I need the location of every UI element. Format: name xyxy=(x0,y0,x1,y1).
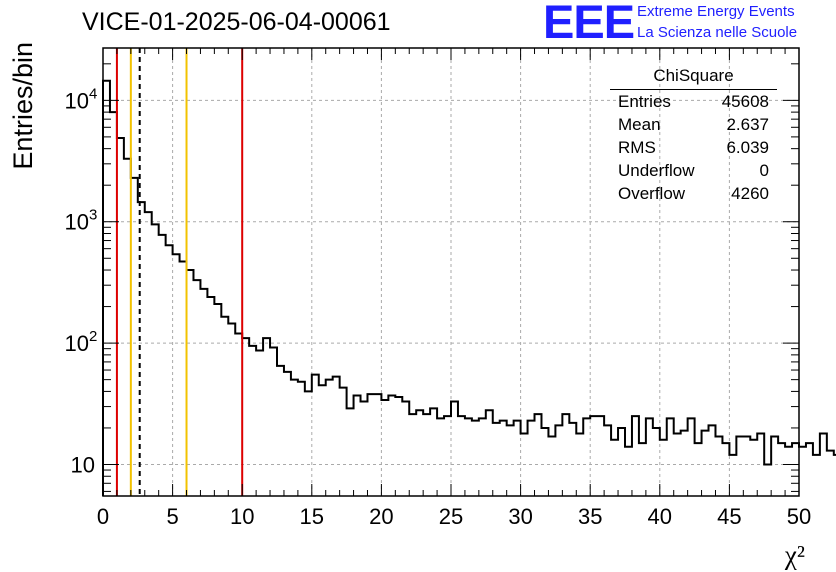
stats-label: Mean xyxy=(618,115,661,134)
stats-row-entries: Entries 45608 xyxy=(610,90,777,113)
y-tick-label: 10 xyxy=(71,452,95,477)
x-tick-label: 40 xyxy=(648,504,672,529)
x-axis-label: χ² xyxy=(784,540,805,570)
logo-subtitle-1: Extreme Energy Events xyxy=(637,3,795,20)
stats-label: Underflow xyxy=(618,161,695,180)
stats-row-overflow: Overflow 4260 xyxy=(610,182,777,205)
stats-value: 4260 xyxy=(731,184,769,203)
y-tick-label: 10 xyxy=(65,210,89,235)
stats-row-underflow: Underflow 0 xyxy=(610,159,777,182)
stats-label: Entries xyxy=(618,92,671,111)
stats-title: ChiSquare xyxy=(610,66,777,90)
x-tick-label: 10 xyxy=(230,504,254,529)
x-tick-label: 45 xyxy=(717,504,741,529)
eee-logo: EEE xyxy=(543,0,635,48)
y-tick-exponent: 4 xyxy=(89,85,97,102)
chart-title: VICE-01-2025-06-04-00061 xyxy=(82,8,391,36)
y-tick-exponent: 2 xyxy=(89,328,97,345)
stats-value: 45608 xyxy=(721,92,769,111)
y-tick-label: 10 xyxy=(65,331,89,356)
logo-subtitle-2: La Scienza nelle Scuole xyxy=(637,24,798,41)
y-tick-label: 10 xyxy=(65,88,89,113)
x-tick-label: 30 xyxy=(508,504,532,529)
stats-value: 6.039 xyxy=(726,138,769,157)
x-tick-label: 5 xyxy=(166,504,178,529)
x-tick-label: 15 xyxy=(300,504,324,529)
stats-label: RMS xyxy=(618,138,656,157)
stats-row-rms: RMS 6.039 xyxy=(610,136,777,159)
stats-row-mean: Mean 2.637 xyxy=(610,113,777,136)
stats-box: ChiSquare Entries 45608 Mean 2.637 RMS 6… xyxy=(610,66,777,205)
x-tick-label: 25 xyxy=(439,504,463,529)
stats-label: Overflow xyxy=(618,184,686,203)
y-axis-label: Entries/bin xyxy=(8,42,38,170)
stats-value: 0 xyxy=(759,161,769,180)
x-tick-label: 35 xyxy=(578,504,602,529)
histogram-series xyxy=(102,79,836,496)
stats-value: 2.637 xyxy=(726,115,769,134)
x-tick-label: 50 xyxy=(787,504,811,529)
y-tick-exponent: 3 xyxy=(89,207,97,224)
x-tick-label: 20 xyxy=(369,504,393,529)
x-tick-label: 0 xyxy=(97,504,109,529)
